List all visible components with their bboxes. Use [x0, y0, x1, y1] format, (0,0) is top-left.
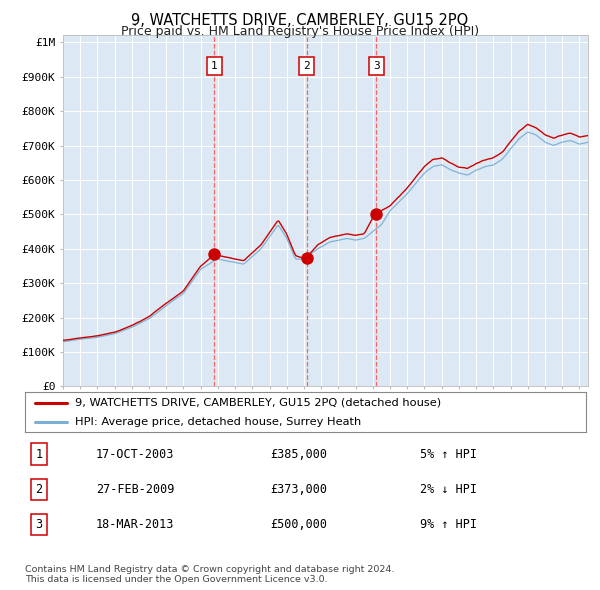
Text: 18-MAR-2013: 18-MAR-2013	[96, 518, 175, 532]
Text: 2: 2	[35, 483, 43, 496]
Text: 9% ↑ HPI: 9% ↑ HPI	[420, 518, 477, 532]
Text: £385,000: £385,000	[270, 447, 327, 461]
Text: HPI: Average price, detached house, Surrey Heath: HPI: Average price, detached house, Surr…	[74, 417, 361, 427]
Text: 3: 3	[373, 61, 380, 71]
Text: 3: 3	[35, 518, 43, 532]
Text: 9, WATCHETTS DRIVE, CAMBERLEY, GU15 2PQ (detached house): 9, WATCHETTS DRIVE, CAMBERLEY, GU15 2PQ …	[74, 398, 440, 408]
Text: 17-OCT-2003: 17-OCT-2003	[96, 447, 175, 461]
Text: 27-FEB-2009: 27-FEB-2009	[96, 483, 175, 496]
Text: 5% ↑ HPI: 5% ↑ HPI	[420, 447, 477, 461]
Text: £373,000: £373,000	[270, 483, 327, 496]
Text: £500,000: £500,000	[270, 518, 327, 532]
Text: 2: 2	[303, 61, 310, 71]
Text: 1: 1	[211, 61, 218, 71]
Text: 1: 1	[35, 447, 43, 461]
Text: 2% ↓ HPI: 2% ↓ HPI	[420, 483, 477, 496]
Text: 9, WATCHETTS DRIVE, CAMBERLEY, GU15 2PQ: 9, WATCHETTS DRIVE, CAMBERLEY, GU15 2PQ	[131, 13, 469, 28]
Text: Contains HM Land Registry data © Crown copyright and database right 2024.
This d: Contains HM Land Registry data © Crown c…	[25, 565, 395, 584]
Text: Price paid vs. HM Land Registry's House Price Index (HPI): Price paid vs. HM Land Registry's House …	[121, 25, 479, 38]
